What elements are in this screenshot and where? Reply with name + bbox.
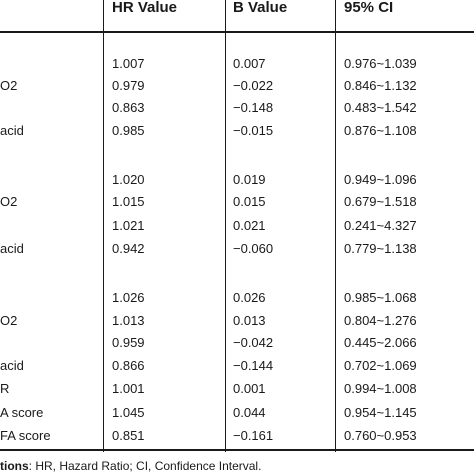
- b-value-cell: 0.019: [233, 172, 266, 187]
- ci-cell: 0.876~1.108: [344, 123, 417, 138]
- row-label: R: [0, 381, 10, 396]
- hr-value-cell: 1.007: [112, 56, 145, 71]
- row-label: acid: [0, 358, 24, 373]
- ci-cell: 0.702~1.069: [344, 358, 417, 373]
- column-divider-1: [103, 0, 104, 452]
- ci-cell: 0.445~2.066: [344, 335, 417, 350]
- header-95-ci: 95% CI: [344, 0, 394, 16]
- b-value-cell: 0.044: [233, 405, 266, 420]
- row-label: acid: [0, 123, 24, 138]
- ci-cell: 0.954~1.145: [344, 405, 417, 420]
- footnote-text: : HR, Hazard Ratio; CI, Confidence Inter…: [28, 459, 262, 473]
- row-label: acid: [0, 241, 24, 256]
- ci-cell: 0.241~4.327: [344, 218, 417, 233]
- ci-cell: 0.760~0.953: [344, 428, 417, 443]
- hr-value-cell: 1.021: [112, 218, 145, 233]
- b-value-cell: 0.026: [233, 290, 266, 305]
- ci-cell: 0.949~1.096: [344, 172, 417, 187]
- hr-value-cell: 0.851: [112, 428, 145, 443]
- b-value-cell: −0.148: [233, 100, 274, 115]
- hr-value-cell: 0.979: [112, 78, 145, 93]
- row-label: FA score: [0, 428, 51, 443]
- b-value-cell: 0.007: [233, 56, 266, 71]
- table-bottom-rule: [0, 449, 474, 451]
- hr-value-cell: 1.026: [112, 290, 145, 305]
- b-value-cell: −0.022: [233, 78, 274, 93]
- column-divider-3: [335, 0, 336, 452]
- hr-value-cell: 1.045: [112, 405, 145, 420]
- row-label: O2: [0, 78, 18, 93]
- row-label: A score: [0, 405, 44, 420]
- hr-value-cell: 0.942: [112, 241, 145, 256]
- header-hr-value: HR Value: [112, 0, 178, 16]
- ci-cell: 0.846~1.132: [344, 78, 417, 93]
- ci-cell: 0.804~1.276: [344, 313, 417, 328]
- hr-value-cell: 1.001: [112, 381, 145, 396]
- b-value-cell: −0.060: [233, 241, 274, 256]
- hr-value-cell: 1.015: [112, 194, 145, 209]
- header-bottom-rule: [0, 31, 474, 33]
- row-label: O2: [0, 313, 18, 328]
- column-divider-2: [225, 0, 226, 452]
- b-value-cell: 0.001: [233, 381, 266, 396]
- footnote-bold-prefix: tions: [0, 459, 29, 473]
- hr-value-cell: 0.959: [112, 335, 145, 350]
- hr-value-cell: 1.020: [112, 172, 145, 187]
- header-b-value: B Value: [233, 0, 288, 16]
- hr-value-cell: 1.013: [112, 313, 145, 328]
- ci-cell: 0.976~1.039: [344, 56, 417, 71]
- hr-value-cell: 0.985: [112, 123, 145, 138]
- ci-cell: 0.779~1.138: [344, 241, 417, 256]
- b-value-cell: −0.161: [233, 428, 274, 443]
- b-value-cell: 0.015: [233, 194, 266, 209]
- ci-cell: 0.483~1.542: [344, 100, 417, 115]
- hr-value-cell: 0.863: [112, 100, 145, 115]
- table-footnote: tions: HR, Hazard Ratio; CI, Confidence …: [0, 458, 261, 474]
- b-value-cell: −0.015: [233, 123, 274, 138]
- b-value-cell: 0.013: [233, 313, 266, 328]
- ci-cell: 0.985~1.068: [344, 290, 417, 305]
- row-label: O2: [0, 194, 18, 209]
- b-value-cell: −0.144: [233, 358, 274, 373]
- hr-value-cell: 0.866: [112, 358, 145, 373]
- b-value-cell: 0.021: [233, 218, 266, 233]
- ci-cell: 0.679~1.518: [344, 194, 417, 209]
- b-value-cell: −0.042: [233, 335, 274, 350]
- ci-cell: 0.994~1.008: [344, 381, 417, 396]
